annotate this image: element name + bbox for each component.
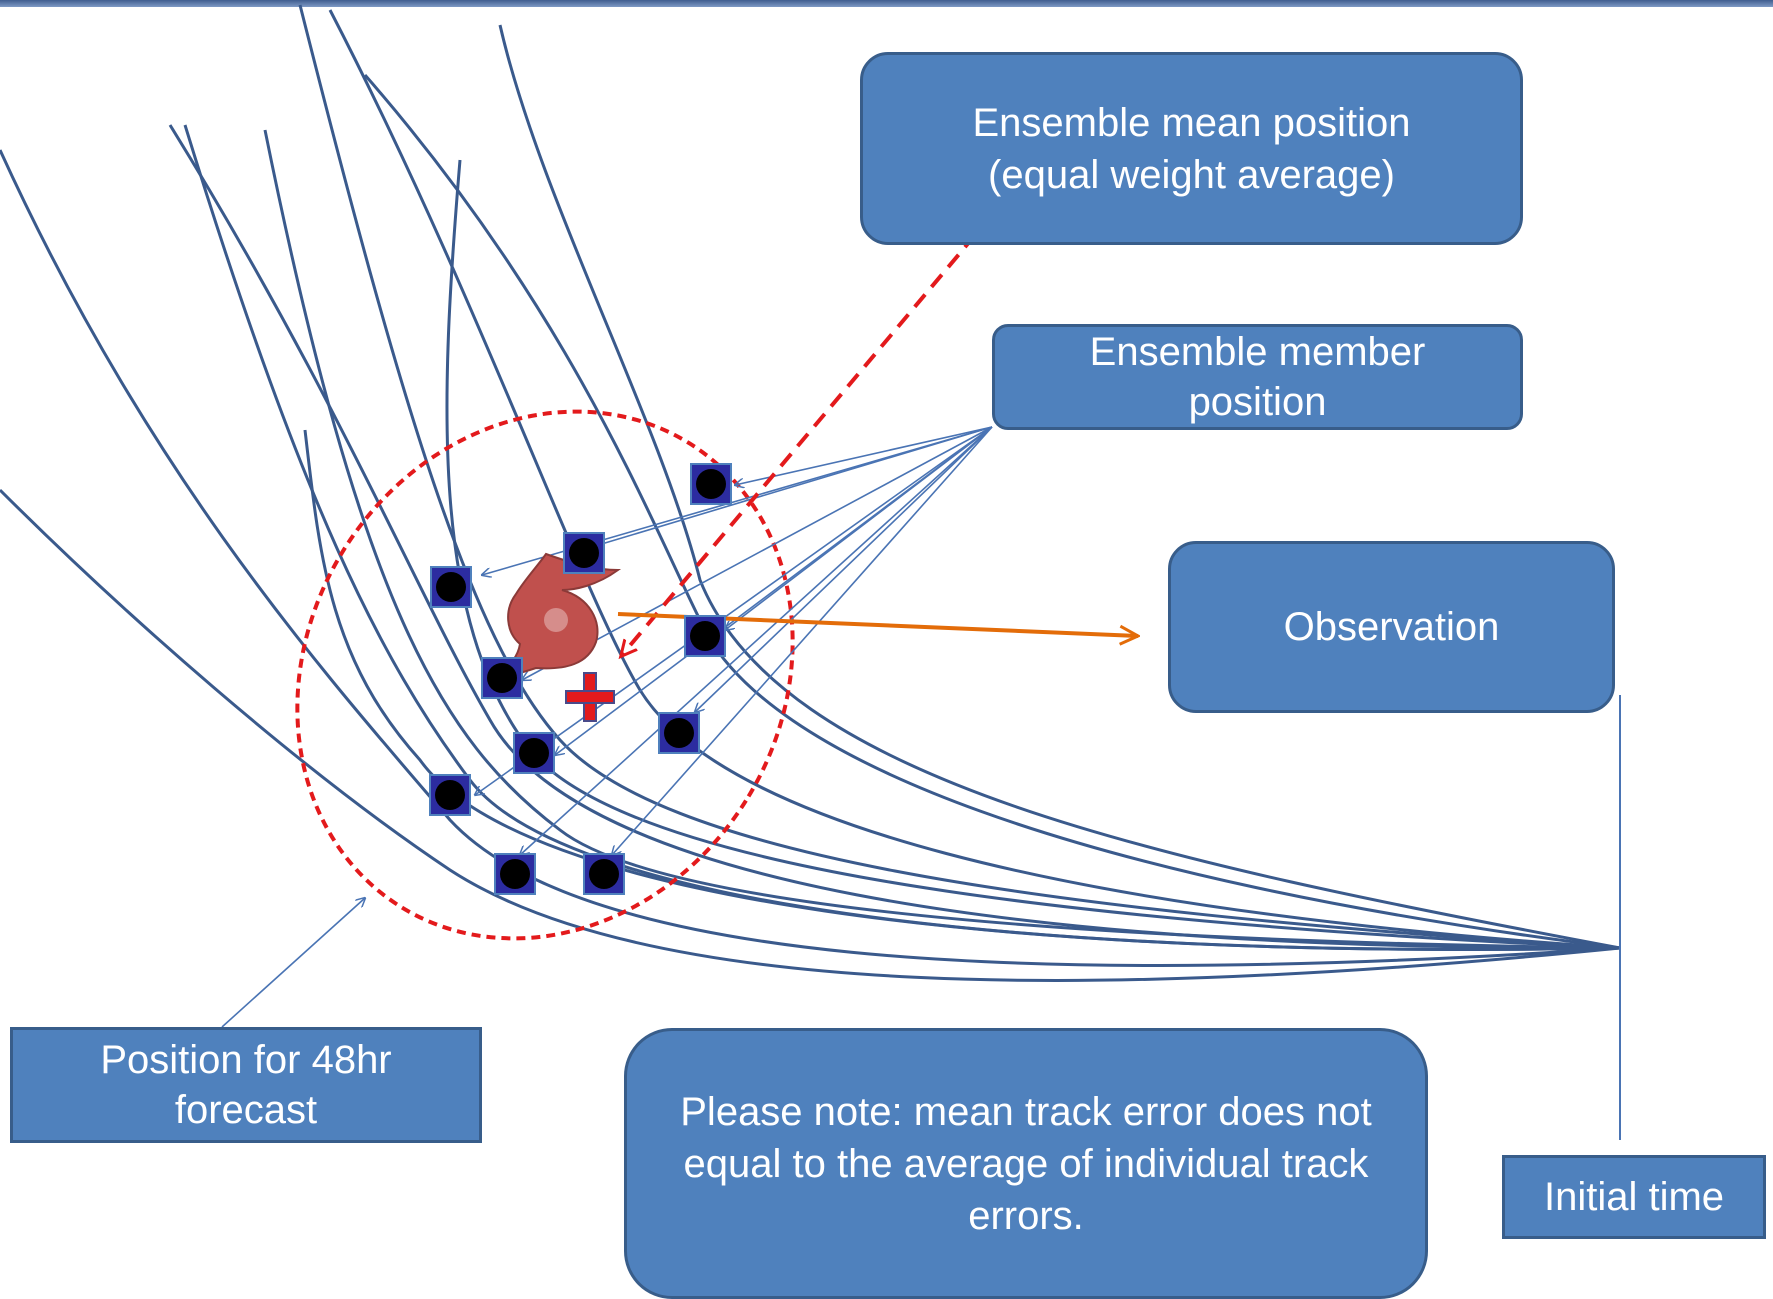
black-dot-square-icon bbox=[513, 732, 555, 774]
hurricane-symbol-icon bbox=[490, 552, 622, 680]
connector-arrow bbox=[522, 426, 993, 680]
black-dot-square-icon bbox=[430, 566, 472, 608]
black-dot-square-icon bbox=[690, 463, 732, 505]
connector-arrow bbox=[695, 426, 993, 712]
initial-time-label-box: Initial time bbox=[1502, 1155, 1766, 1239]
connector-arrow bbox=[520, 426, 993, 855]
connector-arrow bbox=[735, 426, 993, 485]
initial-time-label: Initial time bbox=[1543, 1175, 1725, 1219]
track-line bbox=[183, 124, 1621, 952]
observation-label-box: Observation bbox=[1168, 541, 1615, 713]
black-dot-square-icon bbox=[684, 615, 726, 657]
black-dot-square-icon bbox=[429, 774, 471, 816]
track-line bbox=[498, 24, 1621, 950]
connector-arrow bbox=[612, 426, 993, 855]
top-border bbox=[0, 0, 1773, 7]
observation-label: Observation bbox=[1283, 605, 1500, 649]
track-line bbox=[298, 4, 1621, 950]
connector-arrow-48hr bbox=[221, 898, 365, 1028]
track-line bbox=[0, 488, 1621, 982]
track-line bbox=[263, 129, 1621, 950]
black-dot-square-icon bbox=[481, 657, 523, 699]
member-markers bbox=[429, 463, 732, 895]
track-line bbox=[328, 9, 1621, 950]
ensemble-mean-label-box: Ensemble mean position (equal weight ave… bbox=[860, 52, 1523, 245]
ensemble-member-label: Ensemble member position bbox=[1089, 330, 1426, 424]
ensemble-member-label-box: Ensemble member position bbox=[992, 324, 1523, 430]
note-box: Please note: mean track error does not e… bbox=[624, 1028, 1428, 1299]
member-connector-arrows bbox=[221, 426, 993, 1028]
ensemble-mean-label: Ensemble mean position (equal weight ave… bbox=[972, 100, 1411, 197]
mean-arrow bbox=[622, 213, 994, 655]
forecast-spread-ellipse bbox=[295, 409, 795, 941]
connector-arrow bbox=[475, 426, 993, 795]
track-line bbox=[0, 149, 1621, 968]
track-line bbox=[303, 429, 1621, 951]
black-dot-square-icon bbox=[494, 853, 536, 895]
note-text: Please note: mean track error does not e… bbox=[680, 1089, 1372, 1238]
black-dot-square-icon bbox=[563, 532, 605, 574]
track-line bbox=[445, 159, 1621, 950]
black-dot-square-icon bbox=[658, 712, 700, 754]
position-48hr-label-box: Position for 48hr forecast bbox=[10, 1027, 482, 1143]
position-48hr-label: Position for 48hr forecast bbox=[100, 1038, 392, 1132]
connector-arrow bbox=[555, 426, 993, 755]
forecast-tracks bbox=[0, 4, 1621, 982]
black-dot-square-icon bbox=[583, 853, 625, 895]
red-plus-icon bbox=[565, 672, 615, 722]
